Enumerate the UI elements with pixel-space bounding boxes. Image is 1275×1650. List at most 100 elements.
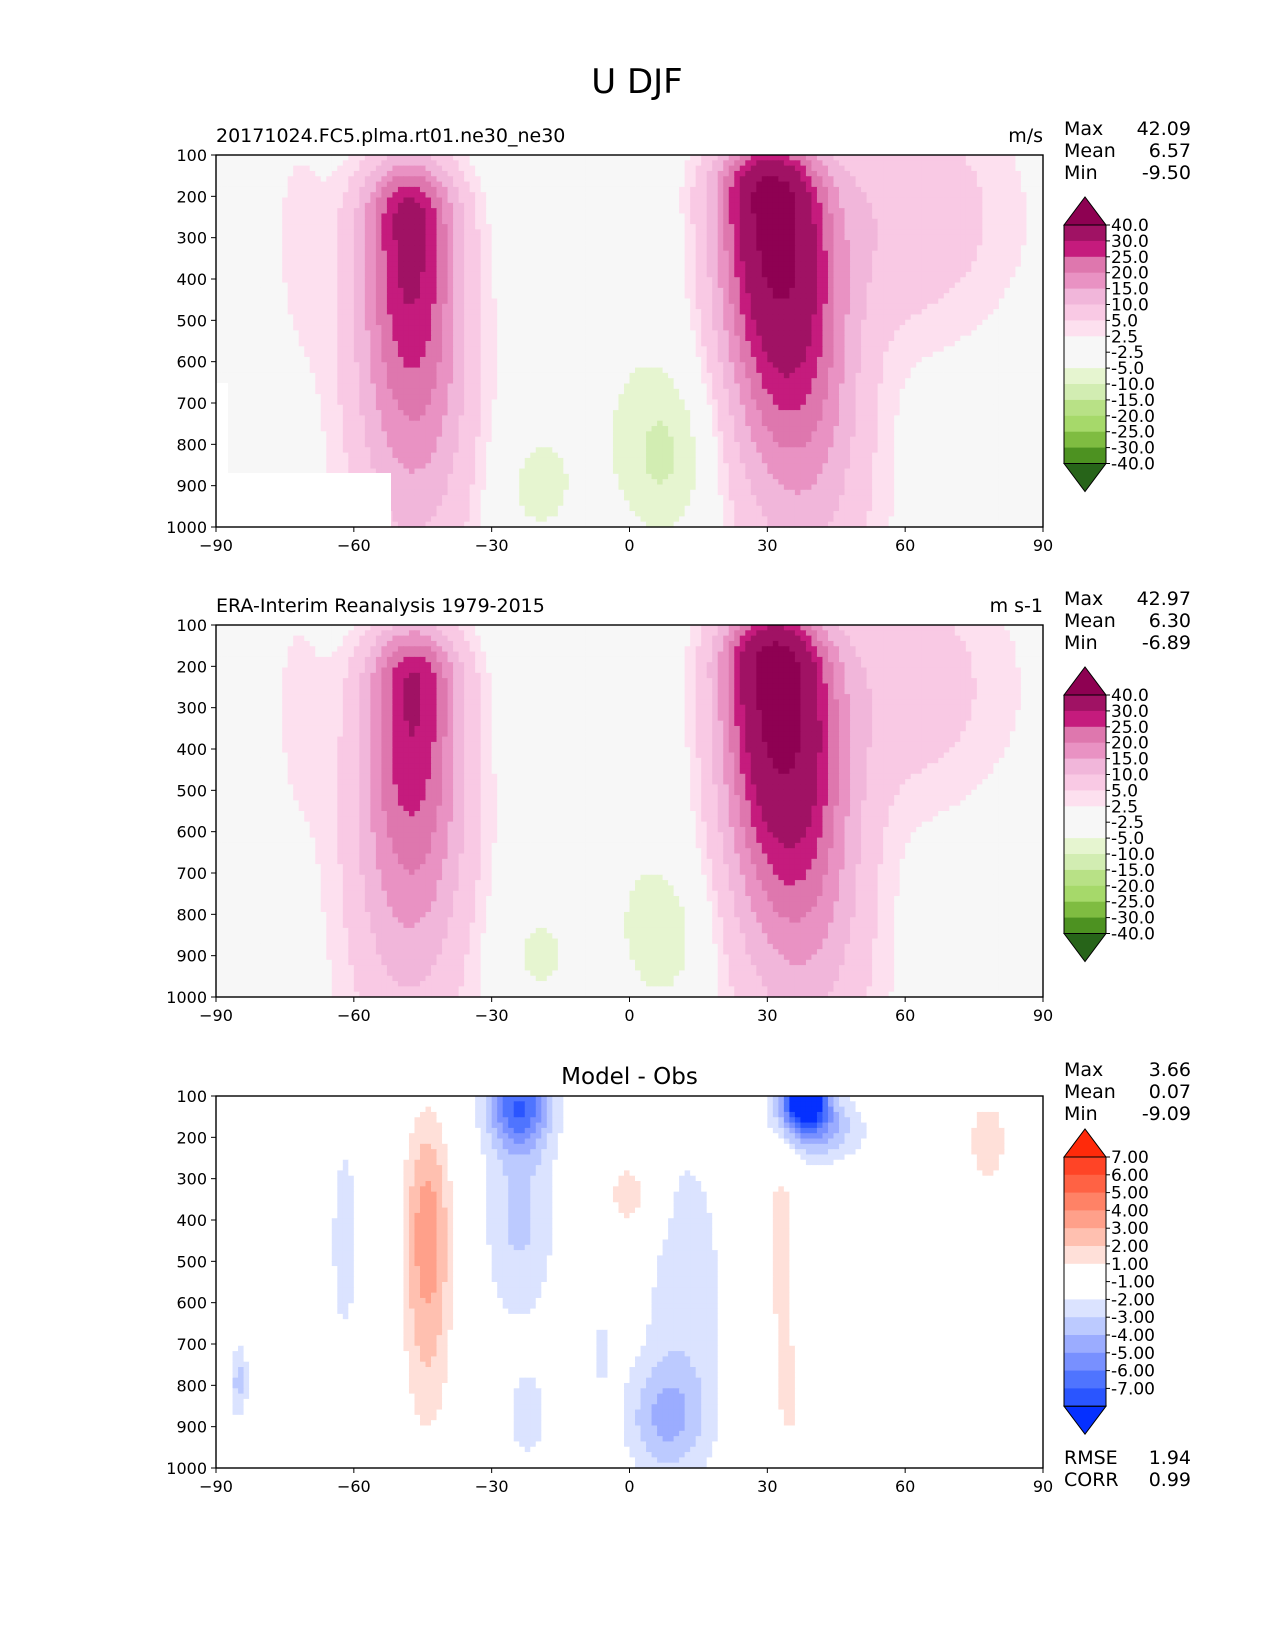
contour-cell (431, 219, 437, 225)
contour-cell (630, 251, 636, 257)
contour-cell (288, 330, 294, 336)
contour-cell (635, 325, 641, 331)
contour-cell (348, 256, 354, 262)
contour-cell (751, 251, 757, 257)
contour-cell (607, 166, 613, 172)
contour-cell (497, 309, 503, 315)
contour-cell (900, 272, 906, 278)
contour-cell (850, 298, 856, 304)
contour-cell (437, 240, 443, 246)
contour-cell (563, 155, 569, 161)
contour-cell (938, 171, 944, 177)
contour-cell (486, 309, 492, 315)
contour-cell (889, 219, 895, 225)
contour-cell (530, 288, 536, 294)
contour-cell (618, 176, 624, 182)
contour-cell (238, 272, 244, 278)
contour-cell (387, 314, 393, 320)
contour-cell (525, 320, 531, 326)
contour-cell (740, 224, 746, 230)
contour-cell (459, 208, 465, 214)
contour-cell (431, 240, 437, 246)
contour-cell (718, 160, 724, 166)
contour-cell (332, 314, 338, 320)
contour-cell (630, 288, 636, 294)
contour-cell (519, 171, 525, 177)
contour-cell (905, 171, 911, 177)
contour-cell (563, 283, 569, 289)
contour-cell (387, 251, 393, 257)
contour-cell (409, 219, 415, 225)
contour-cell (927, 176, 933, 182)
contour-cell (332, 166, 338, 172)
contour-cell (541, 314, 547, 320)
contour-cell (541, 198, 547, 204)
contour-cell (784, 309, 790, 315)
contour-cell (894, 314, 900, 320)
contour-cell (707, 304, 713, 310)
contour-cell (216, 330, 222, 336)
contour-cell (690, 256, 696, 262)
contour-cell (591, 261, 597, 267)
contour-cell (938, 235, 944, 241)
contour-cell (332, 224, 338, 230)
contour-cell (249, 245, 255, 251)
contour-cell (800, 261, 806, 267)
contour-cell (607, 187, 613, 193)
contour-cell (299, 166, 305, 172)
contour-cell (448, 277, 454, 283)
contour-cell (437, 208, 443, 214)
contour-cell (530, 272, 536, 278)
contour-cell (563, 272, 569, 278)
contour-cell (563, 304, 569, 310)
contour-cell (861, 272, 867, 278)
contour-cell (1032, 314, 1038, 320)
contour-cell (376, 229, 382, 235)
contour-cell (850, 176, 856, 182)
contour-cell (999, 314, 1005, 320)
contour-cell (712, 298, 718, 304)
contour-cell (922, 298, 928, 304)
contour-cell (944, 229, 950, 235)
contour-cell (574, 304, 580, 310)
contour-cell (514, 314, 520, 320)
contour-cell (326, 224, 332, 230)
contour-cell (332, 192, 338, 198)
contour-cell (916, 182, 922, 188)
contour-cell (1032, 171, 1038, 177)
contour-cell (392, 176, 398, 182)
contour-cell (337, 304, 343, 310)
contour-cell (822, 277, 828, 283)
contour-cell (971, 155, 977, 161)
contour-cell (282, 187, 288, 193)
contour-cell (580, 155, 586, 161)
contour-cell (911, 314, 917, 320)
contour-cell (431, 176, 437, 182)
contour-cell (861, 256, 867, 262)
contour-cell (381, 182, 387, 188)
contour-cell (420, 208, 426, 214)
contour-cell (773, 166, 779, 172)
contour-cell (762, 192, 768, 198)
contour-cell (701, 182, 707, 188)
contour-cell (955, 171, 961, 177)
contour-cell (971, 203, 977, 209)
contour-cell (315, 208, 321, 214)
contour-cell (646, 182, 652, 188)
contour-cell (723, 187, 729, 193)
contour-cell (856, 160, 862, 166)
contour-cell (955, 176, 961, 182)
contour-cell (982, 283, 988, 289)
contour-cell (663, 224, 669, 230)
contour-cell (216, 277, 222, 283)
contour-cell (326, 267, 332, 273)
contour-cell (403, 293, 409, 299)
contour-cell (922, 272, 928, 278)
contour-cell (365, 235, 371, 241)
contour-cell (668, 166, 674, 172)
contour-cell (712, 171, 718, 177)
contour-cell (260, 176, 266, 182)
contour-cell (971, 224, 977, 230)
contour-cell (381, 330, 387, 336)
contour-cell (288, 171, 294, 177)
